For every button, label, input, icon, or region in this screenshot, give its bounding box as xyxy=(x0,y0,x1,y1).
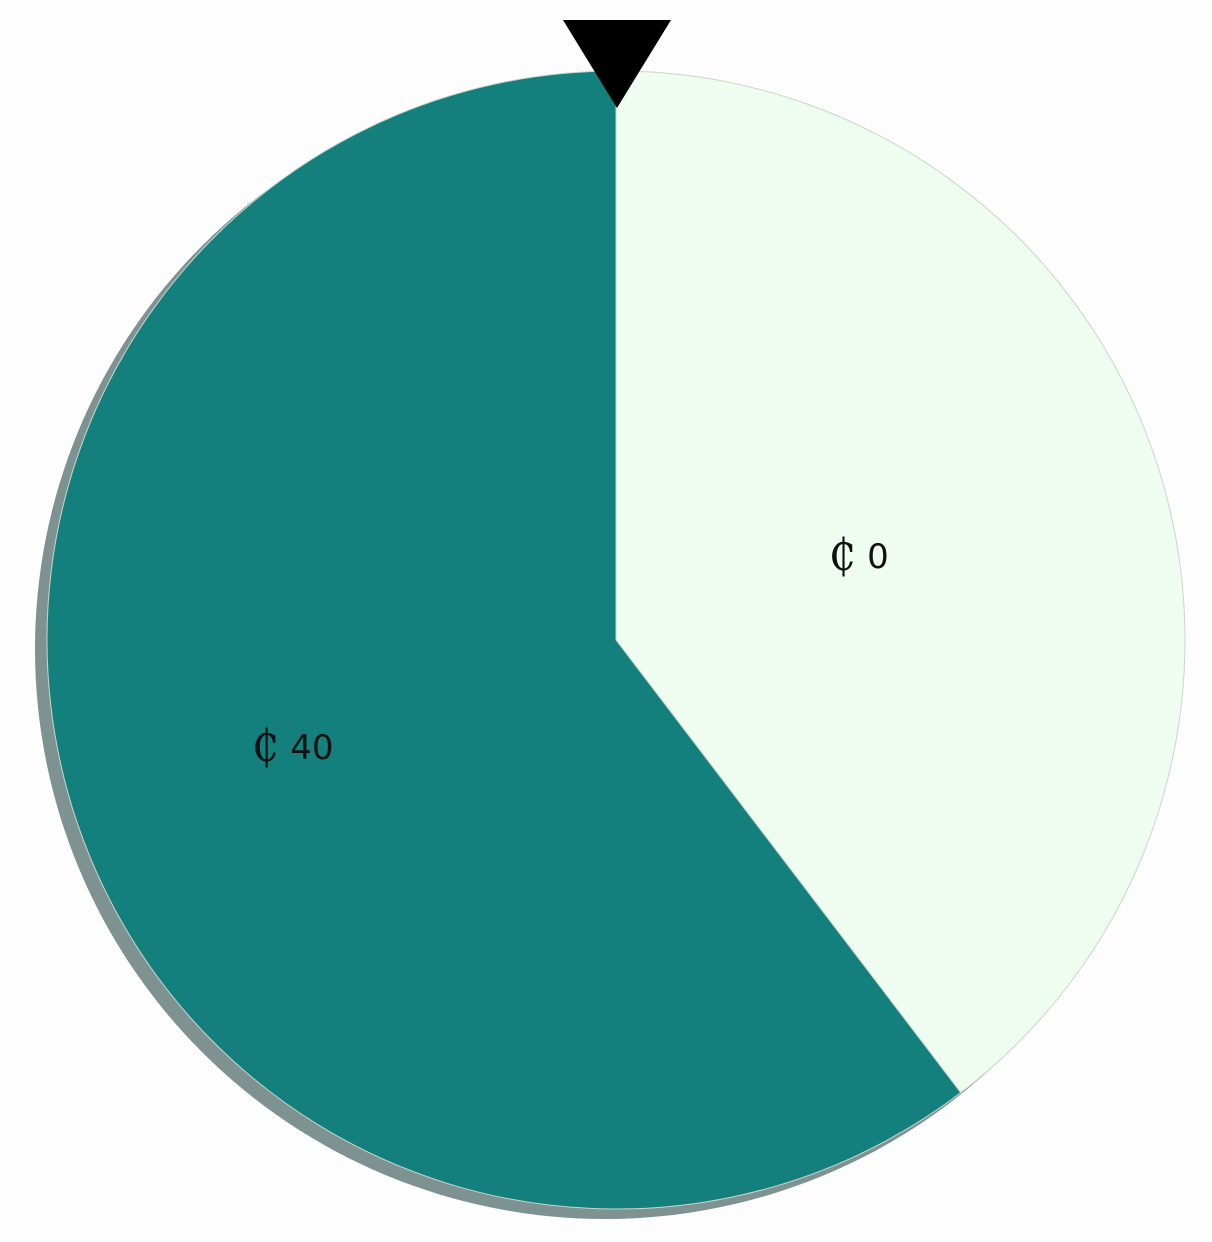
wheel-segment[interactable] xyxy=(46,70,962,1210)
wheel-segment[interactable] xyxy=(615,70,1186,1094)
wheel-labels: ₵ 0₵ 40 xyxy=(251,530,888,772)
currency-symbol: ₵ xyxy=(251,721,279,772)
currency-symbol: ₵ xyxy=(828,530,856,581)
segment-amount: 40 xyxy=(279,728,333,768)
segment-amount: 0 xyxy=(856,537,888,577)
wheel-segments[interactable] xyxy=(46,70,1186,1210)
wheel-segment-label: ₵ 40 xyxy=(251,721,333,772)
triangle-down-pointer-icon xyxy=(563,20,671,108)
wheel-segment-label: ₵ 0 xyxy=(828,530,888,581)
